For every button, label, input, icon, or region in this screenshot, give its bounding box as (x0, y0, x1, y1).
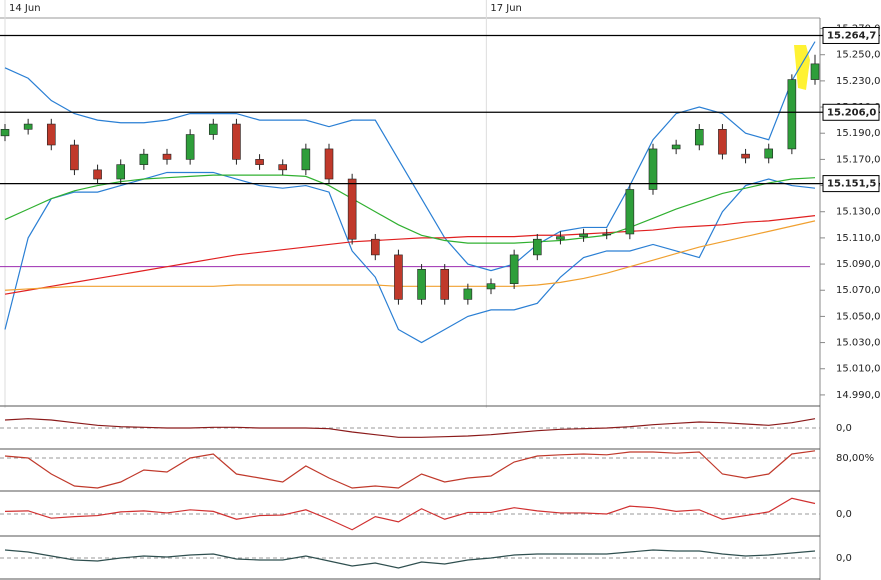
candle-body (232, 123, 241, 160)
candle-body (509, 254, 519, 284)
candle-body (810, 63, 820, 80)
candle-body (625, 189, 635, 235)
y-tick-label: 0,0 (836, 509, 852, 520)
candle-body (602, 233, 612, 236)
y-tick-label: 0,0 (836, 423, 852, 434)
y-tick-label: 15.090,0 (836, 259, 881, 270)
candle-body (417, 269, 426, 300)
candle-body (370, 238, 380, 256)
level-box (822, 175, 880, 193)
candle-body (324, 148, 334, 180)
y-tick-label: 14.990,0 (836, 390, 881, 401)
candle-body (671, 144, 681, 150)
indicator-line (4, 215, 816, 295)
y-tick-label: 15.010,0 (836, 364, 881, 375)
candle-body (46, 123, 56, 146)
candle-body (486, 283, 496, 290)
candle-body (116, 164, 126, 180)
candle-body (440, 269, 450, 300)
candle-body (764, 148, 774, 159)
indicator-line (4, 549, 816, 569)
level-label: 15.206,0 (827, 107, 876, 118)
candle-body (741, 153, 750, 159)
level-label: 15.151,5 (827, 179, 876, 190)
indicator-line (4, 418, 816, 438)
candle-body (185, 134, 195, 160)
candle-body (162, 153, 172, 160)
x-tick-label: 14 Jun (9, 3, 41, 14)
y-tick-label: 15.030,0 (836, 338, 881, 349)
y-tick-label: 15.170,0 (836, 154, 881, 165)
y-tick-label: 15.250,0 (836, 50, 881, 61)
indicator-line (4, 220, 816, 291)
candle-body (718, 128, 727, 155)
candle-body (278, 164, 288, 171)
y-tick-label: 15.230,0 (836, 76, 881, 87)
x-tick-label: 17 Jun (490, 3, 522, 14)
level-label: 15.264,7 (827, 30, 876, 41)
candle-body (0, 128, 10, 137)
candle-body (556, 236, 565, 240)
indicator-line (4, 174, 816, 244)
indicator-line (4, 450, 816, 489)
candle-body (463, 288, 473, 300)
candle-body (394, 254, 403, 300)
candle-body (787, 79, 797, 150)
level-box (822, 103, 880, 121)
candle-body (579, 233, 588, 237)
level-box (822, 26, 880, 44)
y-tick-label: 15.130,0 (836, 207, 881, 218)
candle-body (532, 238, 542, 256)
y-tick-label: 0,0 (836, 553, 852, 564)
candle-body (139, 153, 149, 165)
y-tick-label: 15.050,0 (836, 311, 881, 322)
candle-body (70, 144, 79, 171)
y-tick-label: 15.110,0 (836, 233, 881, 244)
y-tick-label: 15.190,0 (836, 128, 881, 139)
y-tick-label: 80,00% (836, 453, 874, 464)
candle-body (347, 178, 357, 240)
candle-body (694, 128, 704, 146)
candle-body (93, 169, 102, 180)
candle-body (255, 159, 264, 165)
candle-body (208, 123, 218, 135)
candle-body (648, 148, 658, 190)
candle-body (23, 123, 33, 130)
y-tick-label: 15.070,0 (836, 285, 881, 296)
candle-body (301, 148, 311, 171)
indicator-line (4, 497, 816, 531)
